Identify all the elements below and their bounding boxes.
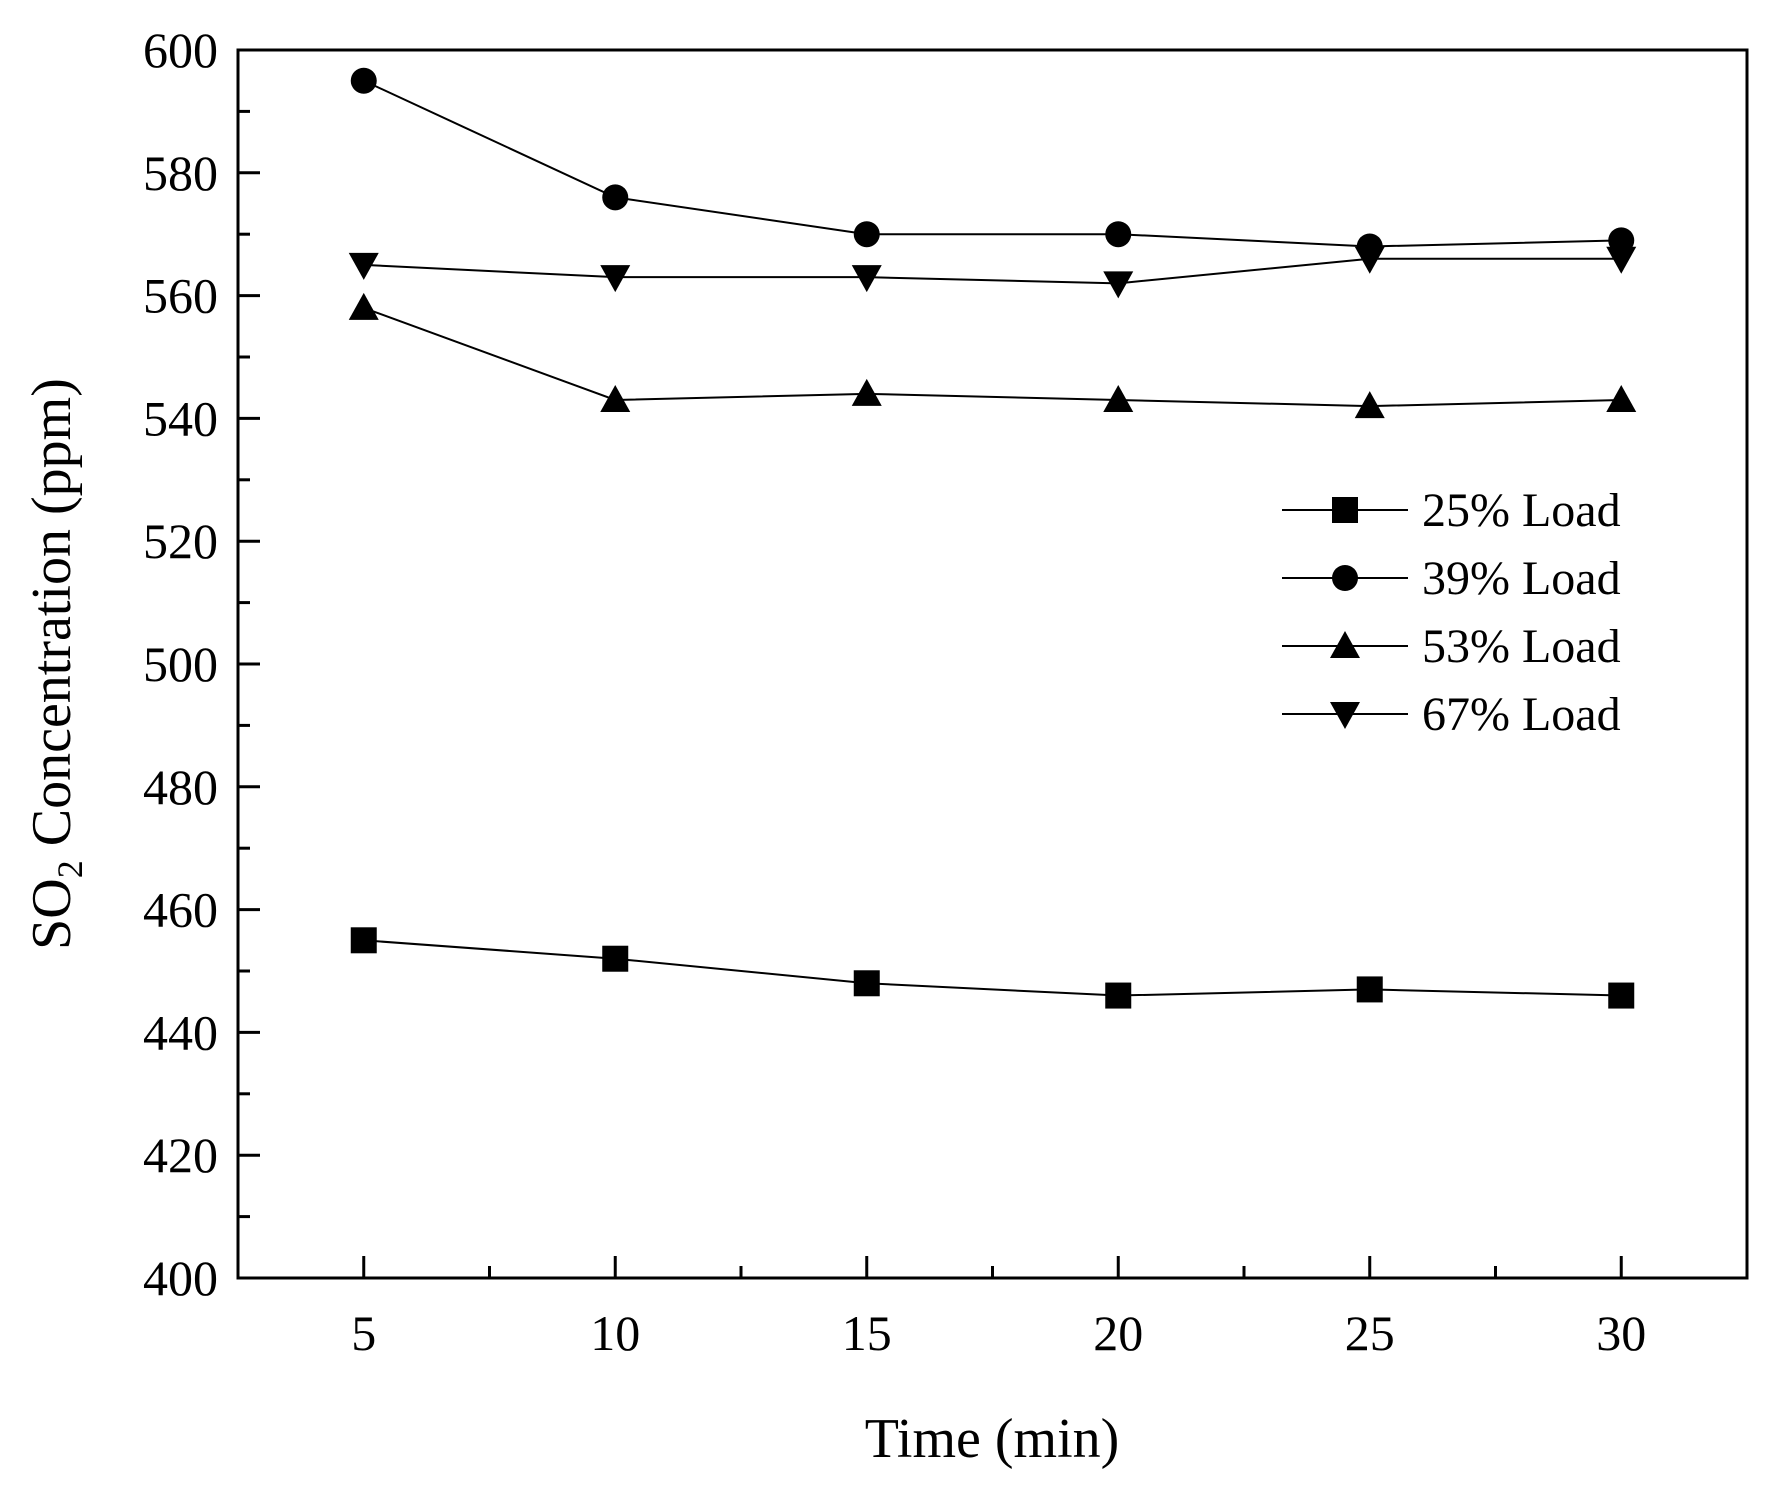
y-axis-title-main: SO [21, 878, 83, 950]
data-point [1103, 271, 1134, 299]
y-axis-title-rest: Concentration (ppm) [21, 378, 83, 860]
series-39-load [350, 67, 1635, 260]
y-tick-label: 460 [143, 882, 218, 938]
data-point [1354, 391, 1385, 419]
data-point [1103, 384, 1134, 412]
data-point [1356, 976, 1383, 1003]
data-point [602, 945, 629, 972]
legend-item: 67% Load [1282, 688, 1621, 741]
data-point [348, 252, 379, 280]
series-25-load [350, 927, 1635, 1009]
data-point [1606, 246, 1637, 274]
y-tick-label: 600 [143, 22, 218, 78]
legend-item: 39% Load [1282, 552, 1621, 605]
series-line [363, 939, 1622, 997]
y-tick-label: 580 [143, 145, 218, 201]
data-point [1608, 982, 1635, 1009]
series-line [363, 257, 1622, 285]
data-point [602, 184, 629, 211]
y-tick-label: 480 [143, 759, 218, 815]
data-point [1105, 221, 1132, 248]
data-point [600, 384, 631, 412]
legend-label: 67% Load [1422, 688, 1621, 741]
data-point [851, 265, 882, 293]
y-axis: 400 420 440 460 480 500 520 540 560 580 600 [143, 22, 260, 1306]
series-67-load [348, 246, 1637, 299]
data-point [348, 292, 379, 320]
legend-marker [1330, 702, 1360, 729]
series-layer [348, 67, 1637, 1009]
y-tick-label: 500 [143, 636, 218, 692]
y-tick-label: 520 [143, 513, 218, 569]
legend-label: 25% Load [1422, 484, 1621, 537]
y-tick-label: 400 [143, 1250, 218, 1306]
x-tick-label: 20 [1093, 1305, 1143, 1361]
legend-label: 53% Load [1422, 620, 1621, 673]
y-tick-label: 420 [143, 1127, 218, 1183]
data-point [350, 67, 377, 94]
y-tick-label: 560 [143, 268, 218, 324]
x-tick-label: 30 [1596, 1305, 1646, 1361]
legend-marker [1330, 631, 1360, 658]
data-point [1606, 384, 1637, 412]
legend-label: 39% Load [1422, 552, 1621, 605]
data-point [853, 221, 880, 248]
series-line [363, 306, 1622, 408]
data-point [853, 970, 880, 997]
x-tick-label: 10 [590, 1305, 640, 1361]
x-axis: 5 10 15 20 25 30 [351, 1256, 1646, 1361]
x-axis-title: Time (min) [865, 1408, 1120, 1470]
series-line [363, 79, 1622, 248]
data-point [1105, 982, 1132, 1009]
legend: 25% Load 39% Load 53% Load 67% Load [1282, 484, 1621, 741]
data-point [851, 378, 882, 406]
y-axis-title: SO2 Concentration (ppm) [21, 378, 90, 950]
data-point [600, 265, 631, 293]
x-tick-label: 5 [351, 1305, 376, 1361]
x-tick-label: 15 [842, 1305, 892, 1361]
data-point [350, 927, 377, 954]
y-tick-label: 540 [143, 390, 218, 446]
legend-item: 25% Load [1282, 484, 1621, 537]
series-53-load [348, 292, 1637, 419]
legend-item: 53% Load [1282, 620, 1621, 673]
legend-marker [1332, 497, 1358, 523]
data-point [1354, 246, 1385, 274]
x-tick-label: 25 [1345, 1305, 1395, 1361]
legend-marker [1332, 565, 1358, 591]
y-axis-title-subscript: 2 [50, 860, 90, 878]
y-tick-label: 440 [143, 1004, 218, 1060]
